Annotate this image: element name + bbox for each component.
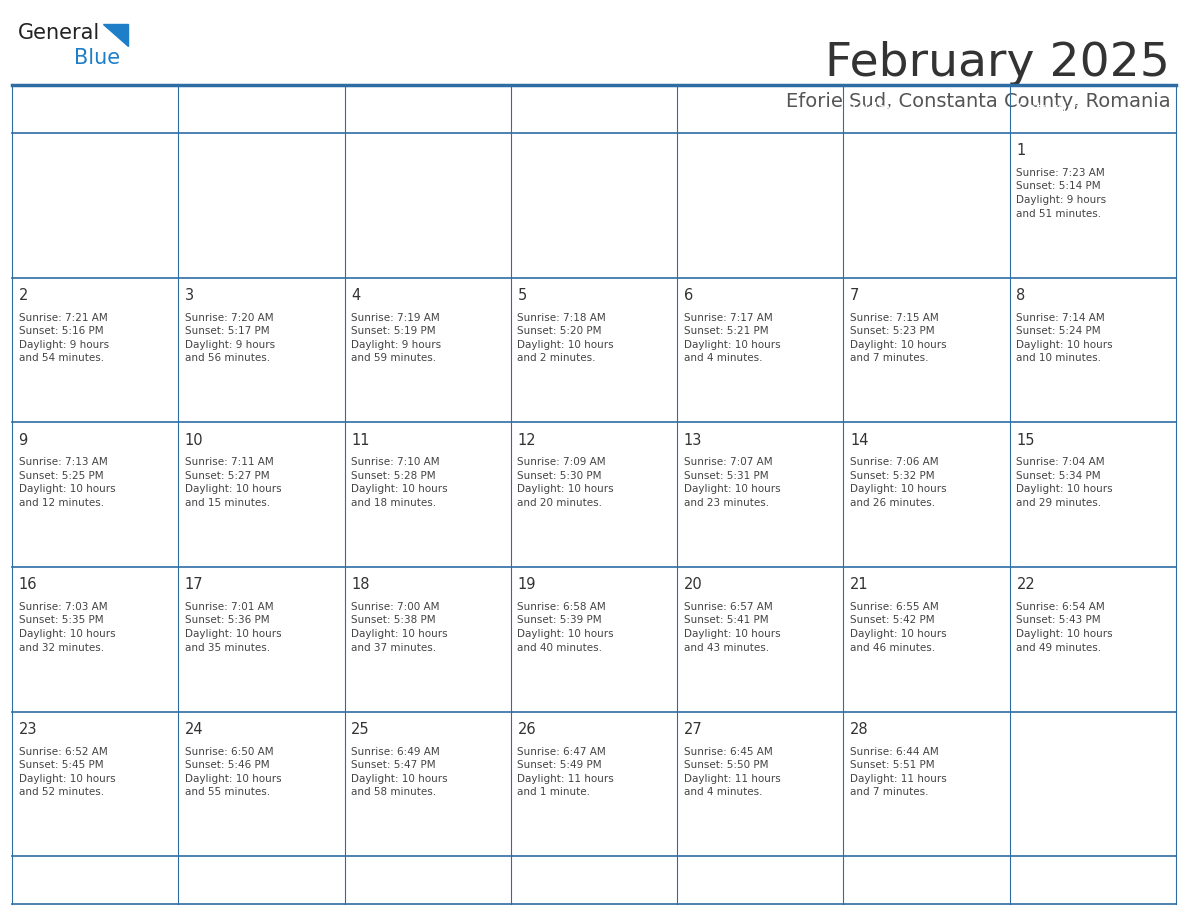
Text: 9: 9 bbox=[19, 432, 27, 448]
Text: 4: 4 bbox=[352, 288, 360, 303]
Text: Sunrise: 6:52 AM
Sunset: 5:45 PM
Daylight: 10 hours
and 52 minutes.: Sunrise: 6:52 AM Sunset: 5:45 PM Dayligh… bbox=[19, 746, 115, 798]
Text: 15: 15 bbox=[1017, 432, 1035, 448]
Text: 17: 17 bbox=[185, 577, 203, 592]
Text: Sunrise: 7:09 AM
Sunset: 5:30 PM
Daylight: 10 hours
and 20 minutes.: Sunrise: 7:09 AM Sunset: 5:30 PM Dayligh… bbox=[518, 457, 614, 508]
Text: 20: 20 bbox=[684, 577, 702, 592]
Text: 6: 6 bbox=[684, 288, 693, 303]
Text: Sunrise: 7:03 AM
Sunset: 5:35 PM
Daylight: 10 hours
and 32 minutes.: Sunrise: 7:03 AM Sunset: 5:35 PM Dayligh… bbox=[19, 602, 115, 653]
Text: Sunrise: 7:01 AM
Sunset: 5:36 PM
Daylight: 10 hours
and 35 minutes.: Sunrise: 7:01 AM Sunset: 5:36 PM Dayligh… bbox=[185, 602, 282, 653]
Text: Sunrise: 6:54 AM
Sunset: 5:43 PM
Daylight: 10 hours
and 49 minutes.: Sunrise: 6:54 AM Sunset: 5:43 PM Dayligh… bbox=[1017, 602, 1113, 653]
Text: Sunrise: 6:58 AM
Sunset: 5:39 PM
Daylight: 10 hours
and 40 minutes.: Sunrise: 6:58 AM Sunset: 5:39 PM Dayligh… bbox=[518, 602, 614, 653]
Text: 5: 5 bbox=[518, 288, 526, 303]
Text: 24: 24 bbox=[185, 722, 203, 737]
Text: Sunrise: 6:50 AM
Sunset: 5:46 PM
Daylight: 10 hours
and 55 minutes.: Sunrise: 6:50 AM Sunset: 5:46 PM Dayligh… bbox=[185, 746, 282, 798]
Text: 2: 2 bbox=[19, 288, 27, 303]
Text: 22: 22 bbox=[1017, 577, 1035, 592]
Text: 12: 12 bbox=[518, 432, 536, 448]
Text: 10: 10 bbox=[185, 432, 203, 448]
Text: Sunrise: 7:14 AM
Sunset: 5:24 PM
Daylight: 10 hours
and 10 minutes.: Sunrise: 7:14 AM Sunset: 5:24 PM Dayligh… bbox=[1017, 312, 1113, 364]
Text: Sunrise: 7:17 AM
Sunset: 5:21 PM
Daylight: 10 hours
and 4 minutes.: Sunrise: 7:17 AM Sunset: 5:21 PM Dayligh… bbox=[684, 312, 781, 364]
Text: Eforie Sud, Constanta County, Romania: Eforie Sud, Constanta County, Romania bbox=[785, 92, 1170, 111]
Text: Sunrise: 7:11 AM
Sunset: 5:27 PM
Daylight: 10 hours
and 15 minutes.: Sunrise: 7:11 AM Sunset: 5:27 PM Dayligh… bbox=[185, 457, 282, 508]
Text: Sunrise: 6:55 AM
Sunset: 5:42 PM
Daylight: 10 hours
and 46 minutes.: Sunrise: 6:55 AM Sunset: 5:42 PM Dayligh… bbox=[851, 602, 947, 653]
Text: Monday: Monday bbox=[187, 102, 245, 117]
Text: Sunrise: 7:10 AM
Sunset: 5:28 PM
Daylight: 10 hours
and 18 minutes.: Sunrise: 7:10 AM Sunset: 5:28 PM Dayligh… bbox=[352, 457, 448, 508]
Text: Sunrise: 7:07 AM
Sunset: 5:31 PM
Daylight: 10 hours
and 23 minutes.: Sunrise: 7:07 AM Sunset: 5:31 PM Dayligh… bbox=[684, 457, 781, 508]
Text: Sunrise: 7:18 AM
Sunset: 5:20 PM
Daylight: 10 hours
and 2 minutes.: Sunrise: 7:18 AM Sunset: 5:20 PM Dayligh… bbox=[518, 312, 614, 364]
Text: 19: 19 bbox=[518, 577, 536, 592]
Text: Saturday: Saturday bbox=[1018, 102, 1085, 117]
Text: Sunrise: 6:49 AM
Sunset: 5:47 PM
Daylight: 10 hours
and 58 minutes.: Sunrise: 6:49 AM Sunset: 5:47 PM Dayligh… bbox=[352, 746, 448, 798]
Text: Sunrise: 7:15 AM
Sunset: 5:23 PM
Daylight: 10 hours
and 7 minutes.: Sunrise: 7:15 AM Sunset: 5:23 PM Dayligh… bbox=[851, 312, 947, 364]
Text: February 2025: February 2025 bbox=[826, 41, 1170, 86]
Text: 23: 23 bbox=[19, 722, 37, 737]
Text: Sunrise: 7:21 AM
Sunset: 5:16 PM
Daylight: 9 hours
and 54 minutes.: Sunrise: 7:21 AM Sunset: 5:16 PM Dayligh… bbox=[19, 312, 108, 364]
Text: 11: 11 bbox=[352, 432, 369, 448]
Text: 28: 28 bbox=[851, 722, 868, 737]
Text: Sunrise: 7:23 AM
Sunset: 5:14 PM
Daylight: 9 hours
and 51 minutes.: Sunrise: 7:23 AM Sunset: 5:14 PM Dayligh… bbox=[1017, 168, 1106, 218]
Text: 7: 7 bbox=[851, 288, 859, 303]
Text: Sunrise: 7:06 AM
Sunset: 5:32 PM
Daylight: 10 hours
and 26 minutes.: Sunrise: 7:06 AM Sunset: 5:32 PM Dayligh… bbox=[851, 457, 947, 508]
Text: Sunrise: 7:20 AM
Sunset: 5:17 PM
Daylight: 9 hours
and 56 minutes.: Sunrise: 7:20 AM Sunset: 5:17 PM Dayligh… bbox=[185, 312, 274, 364]
Text: 3: 3 bbox=[185, 288, 194, 303]
Text: Sunrise: 6:47 AM
Sunset: 5:49 PM
Daylight: 11 hours
and 1 minute.: Sunrise: 6:47 AM Sunset: 5:49 PM Dayligh… bbox=[518, 746, 614, 798]
Text: 13: 13 bbox=[684, 432, 702, 448]
Text: Sunrise: 7:13 AM
Sunset: 5:25 PM
Daylight: 10 hours
and 12 minutes.: Sunrise: 7:13 AM Sunset: 5:25 PM Dayligh… bbox=[19, 457, 115, 508]
Text: 18: 18 bbox=[352, 577, 369, 592]
Text: Tuesday: Tuesday bbox=[353, 102, 412, 117]
Text: Sunrise: 7:19 AM
Sunset: 5:19 PM
Daylight: 9 hours
and 59 minutes.: Sunrise: 7:19 AM Sunset: 5:19 PM Dayligh… bbox=[352, 312, 441, 364]
Text: 1: 1 bbox=[1017, 143, 1025, 158]
Text: Thursday: Thursday bbox=[685, 102, 754, 117]
Text: 16: 16 bbox=[19, 577, 37, 592]
Text: 21: 21 bbox=[851, 577, 868, 592]
Text: 26: 26 bbox=[518, 722, 536, 737]
Text: Sunrise: 7:04 AM
Sunset: 5:34 PM
Daylight: 10 hours
and 29 minutes.: Sunrise: 7:04 AM Sunset: 5:34 PM Dayligh… bbox=[1017, 457, 1113, 508]
Text: Sunrise: 6:44 AM
Sunset: 5:51 PM
Daylight: 11 hours
and 7 minutes.: Sunrise: 6:44 AM Sunset: 5:51 PM Dayligh… bbox=[851, 746, 947, 798]
Text: Sunrise: 6:57 AM
Sunset: 5:41 PM
Daylight: 10 hours
and 43 minutes.: Sunrise: 6:57 AM Sunset: 5:41 PM Dayligh… bbox=[684, 602, 781, 653]
Text: 27: 27 bbox=[684, 722, 702, 737]
Text: 25: 25 bbox=[352, 722, 369, 737]
Text: Blue: Blue bbox=[74, 48, 120, 68]
Text: General: General bbox=[18, 23, 100, 43]
Text: Wednesday: Wednesday bbox=[519, 102, 604, 117]
Text: Sunrise: 6:45 AM
Sunset: 5:50 PM
Daylight: 11 hours
and 4 minutes.: Sunrise: 6:45 AM Sunset: 5:50 PM Dayligh… bbox=[684, 746, 781, 798]
Text: Sunday: Sunday bbox=[20, 102, 75, 117]
Text: 8: 8 bbox=[1017, 288, 1025, 303]
Text: Sunrise: 7:00 AM
Sunset: 5:38 PM
Daylight: 10 hours
and 37 minutes.: Sunrise: 7:00 AM Sunset: 5:38 PM Dayligh… bbox=[352, 602, 448, 653]
Text: 14: 14 bbox=[851, 432, 868, 448]
Text: Friday: Friday bbox=[852, 102, 896, 117]
